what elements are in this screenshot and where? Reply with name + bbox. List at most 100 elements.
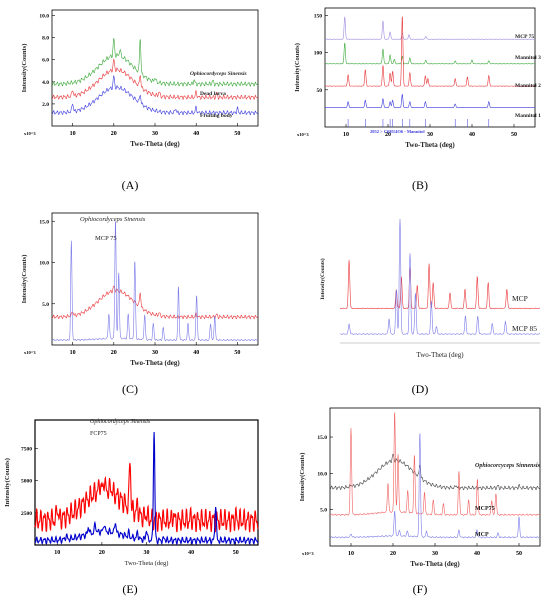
x-tick-label: 40 (193, 131, 199, 137)
panel-d: Two-Theta (deg) Intensity(Counts) MCP MCP 8… (285, 205, 550, 359)
series-label: MCP 75 (515, 34, 534, 40)
x-tick-label: 50 (516, 551, 522, 557)
x-tick-label: 50 (233, 550, 239, 556)
series-label: Ophiocorcyceps Sinnensis (475, 463, 541, 469)
x-axis-label: Two-Theta (deg) (410, 560, 460, 568)
x-axis-label: Two-Theta (deg) (416, 351, 464, 359)
series-label: MCP (512, 294, 528, 303)
panel-c: 10 20 30 40 50 5.0 10.0 15.0 Two-Theta (deg) Inte… (0, 205, 275, 367)
series-line (51, 221, 259, 342)
series-line (51, 285, 259, 320)
x-tick-label: 50 (234, 350, 240, 356)
series-line (329, 453, 541, 491)
x-tick-label: 40 (193, 350, 199, 356)
y-axis-label: Intensity(Counts) (21, 255, 28, 304)
series-label: Ophiocordyceps Sinensis (190, 71, 247, 77)
series-line (34, 462, 259, 533)
series-line (51, 74, 259, 116)
chart-c: 10 20 30 40 50 5.0 10.0 15.0 Two-Theta (deg) Inte… (21, 212, 259, 367)
series-label: FCP75 (90, 431, 107, 437)
series-line (330, 433, 540, 539)
x-tick-label: 10 (54, 550, 60, 556)
axis-multiplier: x10^3 (24, 131, 36, 136)
x-axis-label: Two-Theta (deg) (405, 141, 455, 149)
panel-label-a: (A) (121, 178, 139, 192)
y-axis-label: Intensity(Counts) (4, 458, 11, 507)
plot-frame (34, 419, 259, 546)
panel-e: 10 20 30 40 50 2500 5000 7500 Two-Theta (deg) Int… (0, 405, 275, 575)
x-tick-label: 20 (390, 551, 396, 557)
chart-f: 10 20 30 40 50 5.0 10.0 15.0 Two-Theta (deg) Inte… (299, 407, 541, 568)
series-line (51, 38, 259, 87)
axis-multiplier: x10^3 (24, 350, 36, 355)
x-tick-label: 30 (432, 551, 438, 557)
reference-label: 2052 > C6H14O6 - Mannitol (370, 129, 425, 134)
series-line (325, 16, 535, 87)
panel-f: 10 20 30 40 50 5.0 10.0 15.0 Two-Theta (deg) Inte… (285, 400, 550, 575)
chart-d: Two-Theta (deg) Intensity(Counts) MCP MCP 8… (319, 218, 541, 359)
axis-multiplier: x10^3 (302, 551, 314, 556)
series-line (325, 42, 535, 65)
panel-label-f: (F) (412, 582, 428, 596)
x-axis-label: Two-Theta (deg) (130, 140, 180, 148)
x-axis-label: Two-Theta (deg) (125, 560, 169, 567)
y-axis-label: Intensity(Counts) (21, 44, 28, 93)
x-tick-label: 30 (152, 350, 158, 356)
panel-b: 10 20 30 40 50 50 100 150 Two-Theta (deg) Intensi… (285, 0, 550, 150)
x-tick-label: 20 (111, 350, 117, 356)
series-label: MCP 75 (95, 235, 117, 242)
y-tick-label: 4.0 (42, 80, 49, 86)
y-tick-label: 5.0 (42, 302, 49, 308)
x-tick-label: 20 (385, 132, 391, 138)
y-tick-label: 150 (314, 13, 323, 19)
x-tick-label: 10 (70, 131, 76, 137)
y-tick-label: 10.0 (39, 261, 49, 267)
chart-e: 10 20 30 40 50 2500 5000 7500 Two-Theta (deg) Int… (4, 419, 259, 567)
panel-label-d: (D) (411, 382, 429, 396)
plot-frame (324, 7, 536, 128)
x-tick-label: 10 (348, 551, 354, 557)
series-line (339, 218, 541, 335)
x-tick-label: 40 (469, 132, 475, 138)
plot-frame (329, 407, 541, 547)
x-tick-label: 40 (188, 550, 194, 556)
series-label: MCP 85 (512, 324, 537, 333)
y-axis-label: Intensity(Counts) (299, 453, 306, 502)
x-tick-label: 20 (99, 550, 105, 556)
x-tick-label: 40 (474, 551, 480, 557)
series-label: Mannitol 3 (515, 55, 541, 61)
series-line (329, 412, 541, 516)
y-tick-label: 7500 (21, 446, 32, 452)
x-tick-label: 30 (152, 131, 158, 137)
series-label: MCP75 (475, 506, 495, 512)
series-label: Dead larva (200, 91, 226, 97)
y-tick-label: 50 (317, 88, 323, 94)
series-line (34, 431, 259, 546)
y-tick-label: 10.0 (39, 14, 49, 20)
x-tick-label: 10 (70, 350, 76, 356)
series-label: MCP (475, 532, 489, 538)
series-line (51, 58, 259, 101)
series-line (325, 16, 535, 40)
panel-label-c: (C) (122, 382, 138, 396)
y-tick-label: 6.0 (42, 58, 49, 64)
y-axis-label: Intensity(Counts) (294, 43, 301, 92)
x-tick-label: 50 (511, 132, 517, 138)
x-tick-label: 30 (427, 132, 433, 138)
y-tick-label: 5000 (21, 479, 32, 485)
y-tick-label: 5.0 (320, 508, 327, 514)
y-tick-label: 10.0 (317, 471, 327, 477)
x-axis-label: Two-Theta (deg) (130, 359, 180, 367)
y-tick-label: 8.0 (42, 36, 49, 42)
x-tick-label: 10 (343, 132, 349, 138)
x-tick-label: 30 (144, 550, 150, 556)
series-line (339, 260, 541, 310)
y-tick-label: 15.0 (39, 219, 49, 225)
y-tick-label: 100 (314, 51, 323, 57)
axis-multiplier: x10^3 (297, 132, 309, 137)
chart-b: 10 20 30 40 50 50 100 150 Two-Theta (deg) Intensi… (294, 7, 541, 149)
series-label: Ophiocordyceps Sinensis (90, 419, 151, 425)
plot-frame (51, 212, 259, 346)
series-label: Mannitol 2 (515, 83, 541, 89)
x-tick-label: 20 (111, 131, 117, 137)
